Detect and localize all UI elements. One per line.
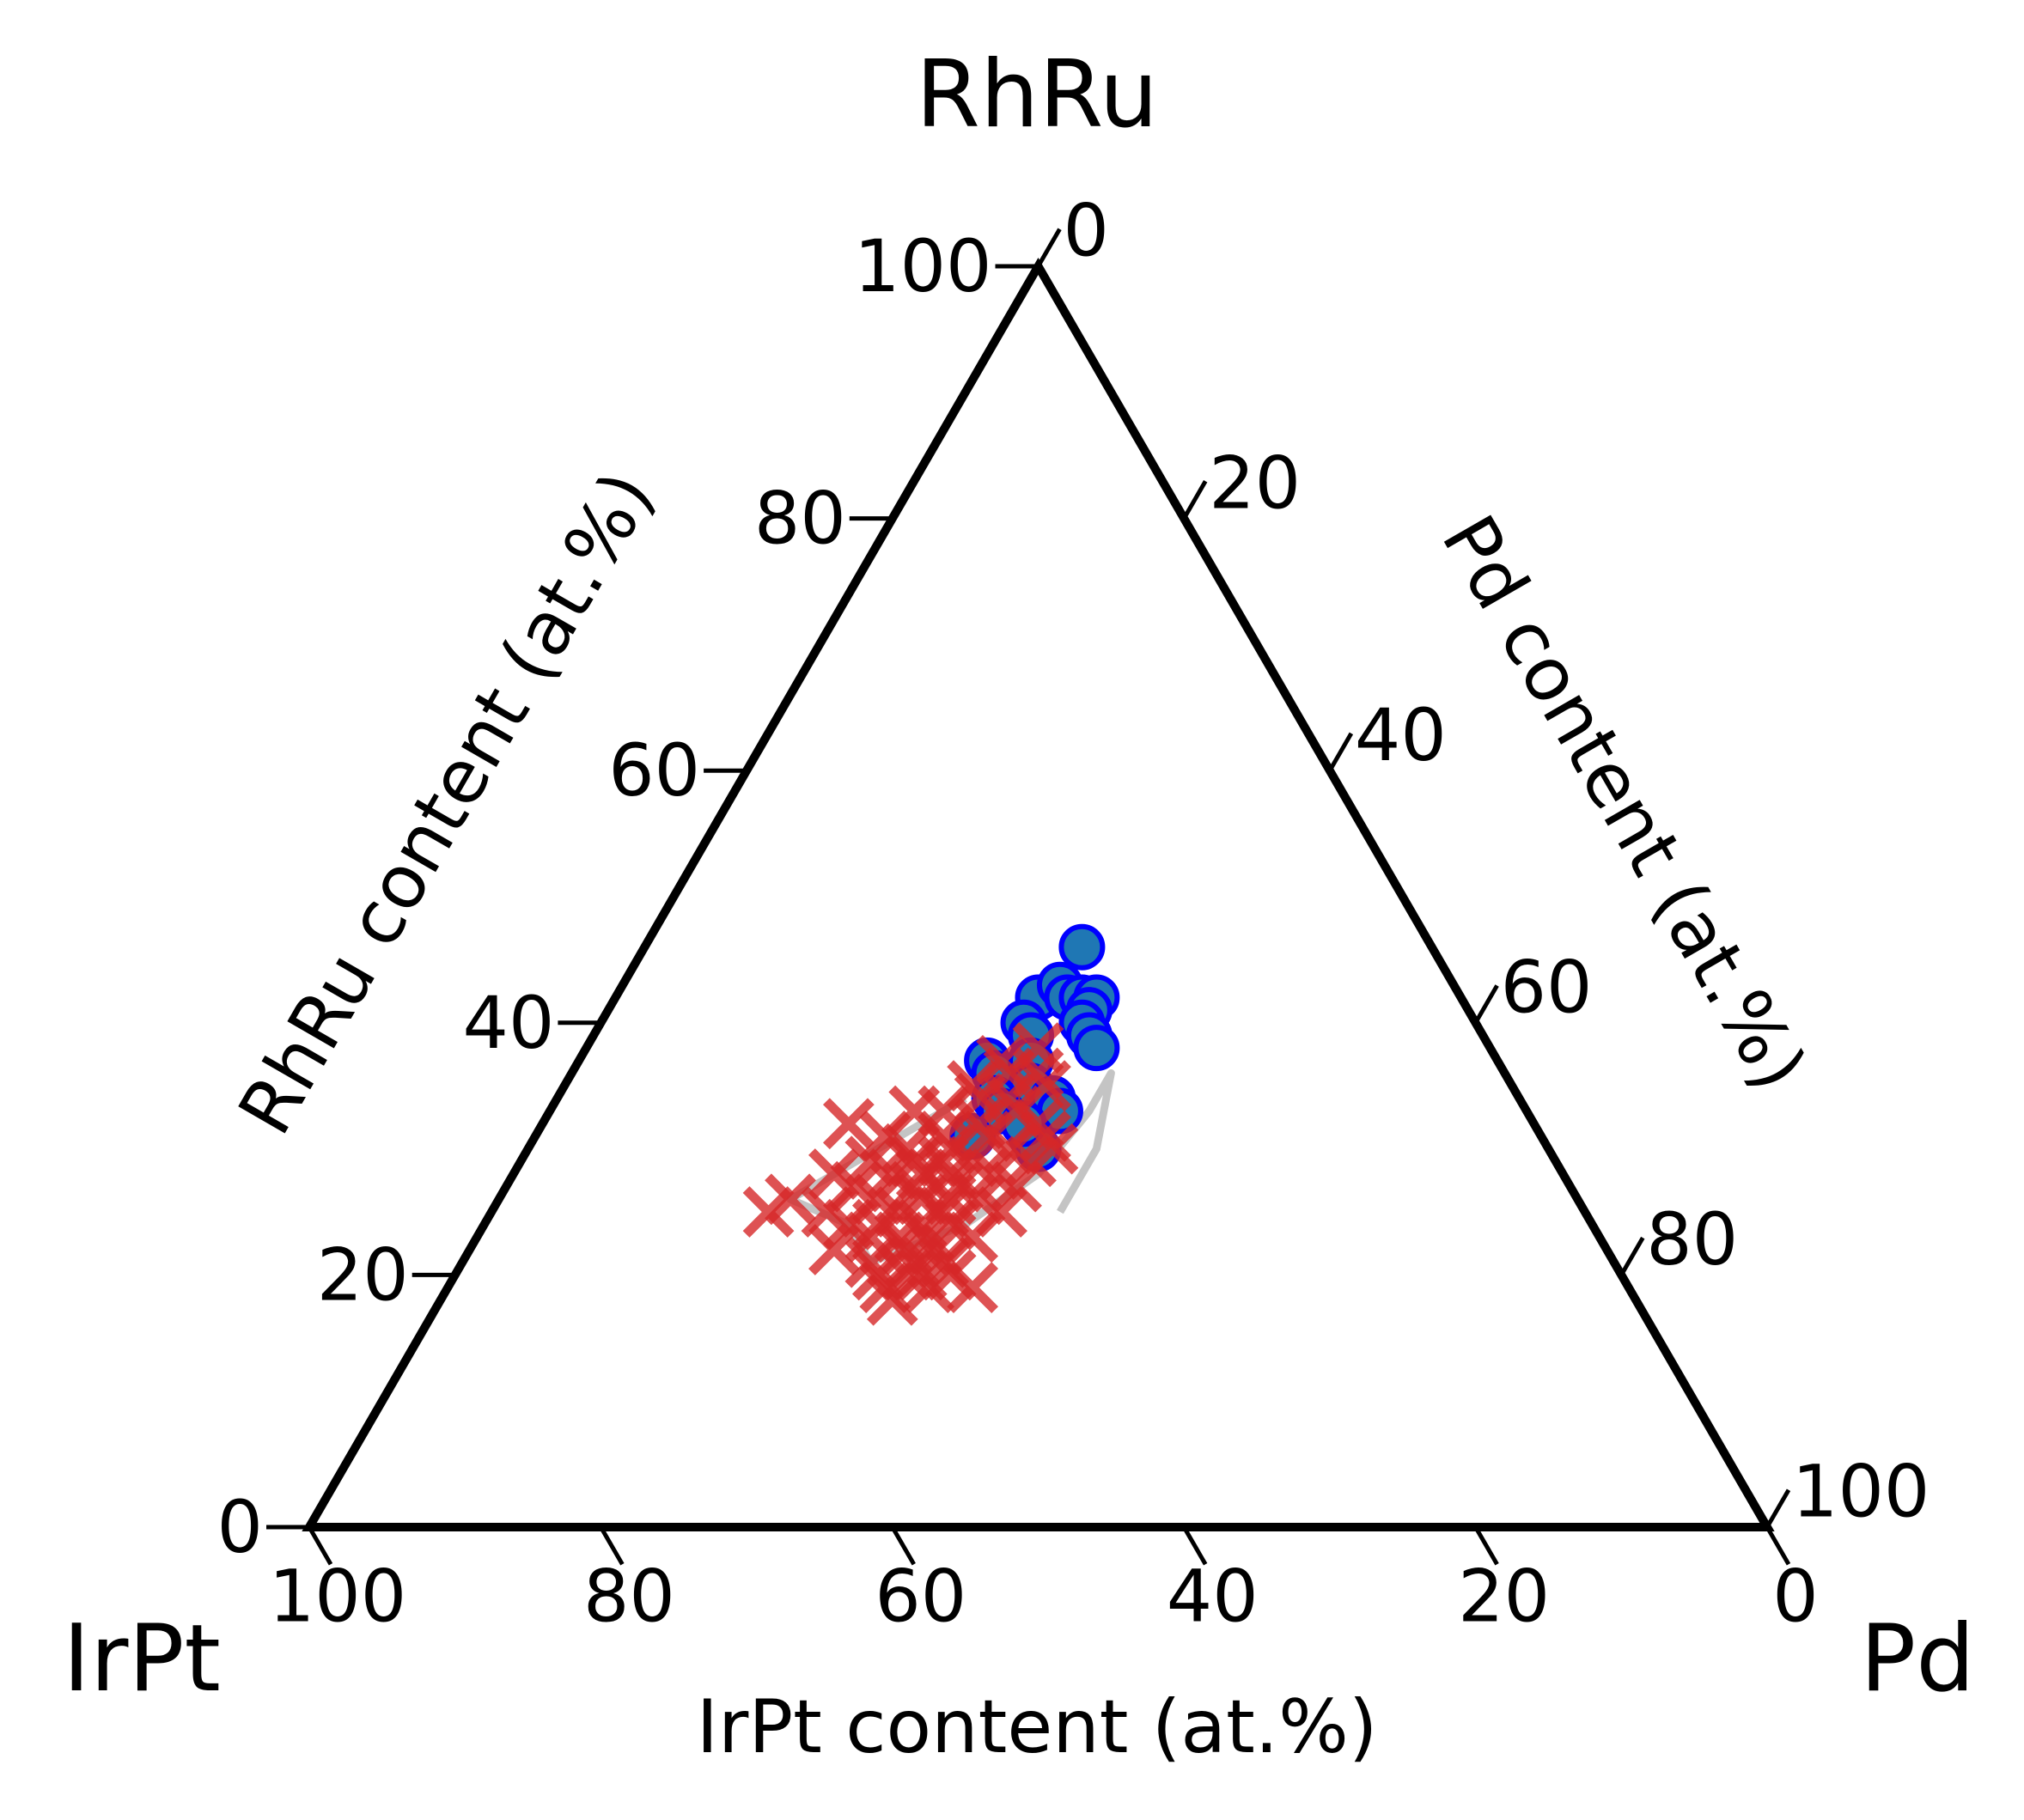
tick-label-rhru: 20 bbox=[317, 1233, 409, 1317]
tick-irpt bbox=[599, 1525, 625, 1566]
tick-label-pd: 100 bbox=[1792, 1450, 1930, 1534]
circle-point bbox=[1073, 1025, 1120, 1072]
corner-label-right: Pd bbox=[1860, 1605, 1975, 1713]
tick-label-pd: 80 bbox=[1646, 1197, 1738, 1281]
ternary-frame bbox=[302, 258, 1775, 1531]
tick-irpt bbox=[1473, 1525, 1499, 1566]
tick-label-irpt: 20 bbox=[1458, 1554, 1550, 1638]
axis-title-rhru: RhRu content (at.%) bbox=[223, 458, 671, 1148]
tick-label-pd: 60 bbox=[1501, 945, 1593, 1029]
tick-irpt bbox=[1182, 1525, 1208, 1566]
tick-label-pd: 40 bbox=[1355, 693, 1447, 777]
tick-label-rhru: 100 bbox=[854, 224, 991, 308]
tick-irpt bbox=[1765, 1525, 1791, 1566]
tick-label-irpt: 60 bbox=[875, 1554, 966, 1638]
cross-point bbox=[866, 1274, 918, 1326]
axis-title-pd: Pd content (at.%) bbox=[1424, 502, 1822, 1105]
tick-label-irpt: 0 bbox=[1772, 1554, 1818, 1638]
cross-point bbox=[1005, 1135, 1057, 1188]
tick-irpt bbox=[890, 1525, 916, 1566]
cross-point bbox=[903, 1262, 955, 1313]
tick-label-irpt: 40 bbox=[1167, 1554, 1259, 1638]
cross-point bbox=[742, 1186, 795, 1238]
tick-irpt bbox=[307, 1525, 333, 1566]
cross-point bbox=[947, 1262, 999, 1313]
tick-label-pd: 20 bbox=[1209, 441, 1301, 525]
cross-series bbox=[742, 1022, 1079, 1326]
tick-pd bbox=[1036, 228, 1062, 268]
cross-point bbox=[823, 1098, 875, 1150]
cross-point bbox=[918, 1135, 970, 1188]
tick-label-rhru: 60 bbox=[608, 728, 700, 813]
cross-point bbox=[991, 1160, 1042, 1213]
cross-point bbox=[903, 1211, 955, 1263]
tick-label-rhru: 80 bbox=[754, 477, 846, 561]
tick-label-irpt: 100 bbox=[269, 1554, 406, 1638]
tick-label-rhru: 40 bbox=[463, 981, 555, 1065]
tick-pd bbox=[1473, 984, 1499, 1025]
tick-pd bbox=[1619, 1236, 1645, 1276]
corner-label-top: RhRu bbox=[916, 41, 1158, 149]
tick-pd bbox=[1182, 480, 1208, 520]
cross-point bbox=[888, 1085, 941, 1137]
tick-label-pd: 0 bbox=[1064, 189, 1109, 273]
circle-point bbox=[1058, 923, 1106, 971]
tick-pd bbox=[1765, 1488, 1791, 1529]
cross-point bbox=[808, 1224, 860, 1275]
axis-title-irpt: IrPt content (at.%) bbox=[697, 1684, 1378, 1770]
tick-label-rhru: 0 bbox=[217, 1485, 263, 1569]
tick-pd bbox=[1327, 732, 1354, 772]
corner-label-left: IrPt bbox=[63, 1605, 221, 1713]
tick-label-irpt: 80 bbox=[583, 1554, 675, 1638]
